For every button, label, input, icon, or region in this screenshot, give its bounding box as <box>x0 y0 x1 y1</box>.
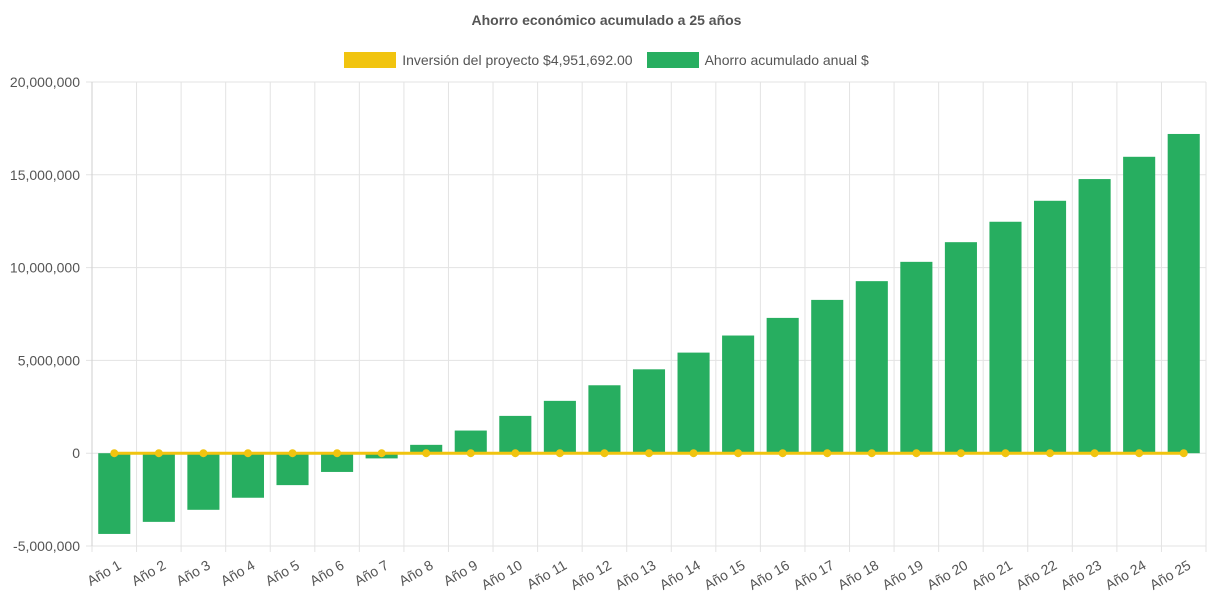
point-inversion <box>1090 449 1099 458</box>
x-tick-label: Año 20 <box>924 557 971 593</box>
point-inversion <box>511 449 520 458</box>
point-inversion <box>377 449 386 458</box>
x-tick-label: Año 4 <box>218 557 258 589</box>
x-tick-label: Año 8 <box>396 557 436 589</box>
bar-ahorro <box>632 369 666 454</box>
point-inversion <box>600 449 609 458</box>
point-inversion <box>1179 449 1188 458</box>
x-tick-label: Año 14 <box>657 557 704 593</box>
bar-ahorro <box>588 385 621 454</box>
bar-ahorro <box>811 299 844 454</box>
x-tick-label: Año 3 <box>173 557 213 589</box>
point-inversion <box>154 449 163 458</box>
bar-ahorro <box>944 242 977 454</box>
bar-ahorro <box>187 453 220 510</box>
x-tick-label: Año 22 <box>1013 557 1060 593</box>
legend-item-inversion[interactable]: Inversión del proyecto $4,951,692.00 <box>344 52 633 68</box>
x-tick-label: Año 24 <box>1102 557 1149 593</box>
point-inversion <box>1046 449 1055 458</box>
x-tick-label: Año 2 <box>129 557 169 589</box>
bar-ahorro <box>677 352 710 454</box>
x-tick-label: Año 1 <box>84 557 124 589</box>
chart-title: Ahorro económico acumulado a 25 años <box>471 12 742 28</box>
x-tick-label: Año 15 <box>701 557 748 593</box>
bar-ahorro <box>989 221 1022 454</box>
y-tick-label: 15,000,000 <box>10 167 80 183</box>
y-tick-label: 5,000,000 <box>18 352 80 368</box>
y-tick-label: -5,000,000 <box>13 538 80 554</box>
bar-ahorro <box>321 453 354 472</box>
point-inversion <box>956 449 965 458</box>
x-tick-label: Año 9 <box>441 557 481 589</box>
x-tick-label: Año 11 <box>524 557 570 593</box>
bar-ahorro <box>1167 133 1200 454</box>
point-inversion <box>199 449 208 458</box>
bar-ahorro <box>722 335 755 454</box>
point-inversion <box>1135 449 1144 458</box>
x-tick-label: Año 6 <box>307 557 347 589</box>
y-tick-label: 10,000,000 <box>10 260 80 276</box>
point-inversion <box>689 449 698 458</box>
point-inversion <box>1001 449 1010 458</box>
x-tick-label: Año 17 <box>790 557 837 593</box>
bar-ahorro <box>766 317 799 454</box>
x-tick-label: Año 21 <box>969 557 1016 593</box>
point-inversion <box>778 449 787 458</box>
x-tick-label: Año 19 <box>879 557 926 593</box>
bar-ahorro <box>276 453 309 486</box>
bar-ahorro <box>543 400 576 454</box>
bar-ahorro <box>1033 200 1067 454</box>
x-tick-label: Año 13 <box>612 557 659 593</box>
x-tick-label: Año 10 <box>478 557 525 593</box>
y-tick-label: 0 <box>72 445 80 461</box>
legend: Inversión del proyecto $4,951,692.00 Aho… <box>0 52 1213 68</box>
bar-ahorro <box>1123 156 1156 454</box>
point-inversion <box>823 449 832 458</box>
bar-ahorro <box>231 453 265 498</box>
legend-item-ahorro[interactable]: Ahorro acumulado anual $ <box>646 52 869 68</box>
x-tick-label: Año 16 <box>746 557 793 593</box>
x-tick-label: Año 23 <box>1058 557 1105 593</box>
bar-ahorro <box>900 261 933 454</box>
point-inversion <box>645 449 653 458</box>
x-tick-label: Año 25 <box>1147 557 1194 593</box>
bar-ahorro <box>142 453 175 522</box>
legend-label-inversion: Inversión del proyecto $4,951,692.00 <box>402 52 633 68</box>
point-inversion <box>243 449 252 458</box>
bar-ahorro <box>454 430 487 454</box>
bar-ahorro <box>499 415 532 454</box>
bar-ahorro <box>855 281 888 454</box>
x-tick-label: Año 5 <box>262 557 302 589</box>
point-inversion <box>912 449 921 458</box>
point-inversion <box>734 449 743 458</box>
x-tick-label: Año 18 <box>835 557 882 593</box>
point-inversion <box>110 449 119 458</box>
x-tick-label: Año 7 <box>351 557 391 589</box>
legend-swatch-inversion <box>344 52 397 68</box>
legend-swatch-ahorro <box>646 52 699 68</box>
bar-ahorro <box>1078 179 1111 454</box>
point-inversion <box>333 449 342 458</box>
point-inversion <box>288 449 297 458</box>
bar-ahorro <box>410 444 443 454</box>
point-inversion <box>422 449 431 458</box>
x-tick-label: Año 12 <box>568 557 615 593</box>
bar-ahorro <box>98 453 131 534</box>
y-tick-label: 20,000,000 <box>10 74 80 90</box>
legend-label-ahorro: Ahorro acumulado anual $ <box>704 52 869 68</box>
point-inversion <box>466 449 475 458</box>
point-inversion <box>867 449 876 458</box>
point-inversion <box>555 449 564 458</box>
